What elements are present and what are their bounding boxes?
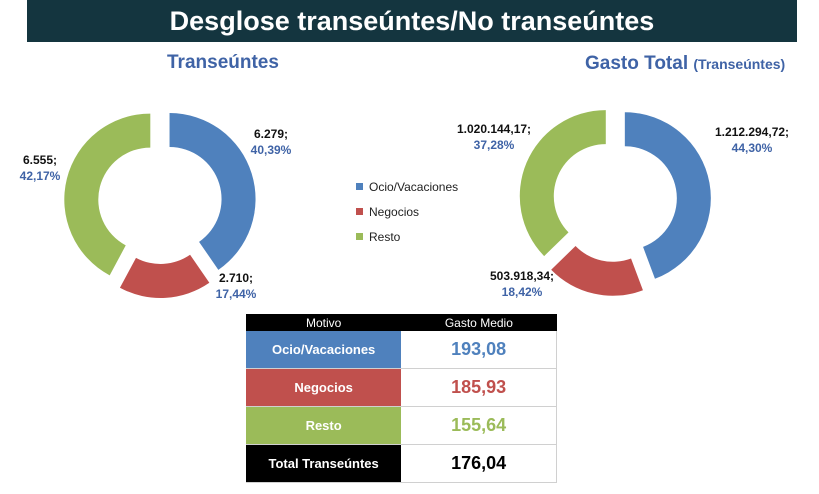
legend-swatch-ocio bbox=[356, 183, 363, 190]
right-chart-title-sub: (Transeúntes) bbox=[693, 56, 786, 72]
legend-item-resto: Resto bbox=[356, 224, 458, 249]
legend: Ocio/Vacaciones Negocios Resto bbox=[356, 174, 458, 249]
header-banner: Desglose transeúntes/No transeúntes bbox=[27, 0, 797, 42]
slice-percent-label: 40,39% bbox=[251, 143, 292, 157]
slice-percent-label: 42,17% bbox=[20, 169, 61, 183]
left-chart-title: Transeúntes bbox=[167, 52, 279, 73]
column-header-gasto-medio: Gasto Medio bbox=[401, 314, 557, 331]
slice-value-label: 2.710; bbox=[219, 271, 253, 285]
table-row: Resto 155,64 bbox=[246, 406, 558, 445]
table-cell-motivo: Total Transeúntes bbox=[246, 444, 402, 483]
table-cell-gasto: 185,93 bbox=[401, 368, 558, 407]
slice-value-label: 1.212.294,72; bbox=[715, 125, 789, 139]
slice-value-label: 6.279; bbox=[254, 127, 288, 141]
slice-value-label: 6.555; bbox=[23, 153, 57, 167]
legend-label-resto: Resto bbox=[369, 229, 401, 244]
slice-percent-label: 18,42% bbox=[502, 285, 543, 299]
table-row: Ocio/Vacaciones 193,08 bbox=[246, 331, 558, 369]
slice-value-label: 503.918,34; bbox=[490, 269, 554, 283]
donut-slice-negocios bbox=[119, 254, 210, 298]
page-title: Desglose transeúntes/No transeúntes bbox=[169, 5, 655, 36]
slice-percent-label: 37,28% bbox=[474, 138, 515, 152]
column-header-motivo: Motivo bbox=[246, 314, 402, 331]
table-cell-gasto: 155,64 bbox=[401, 406, 558, 445]
right-chart-title: Gasto Total (Transeúntes) bbox=[585, 53, 785, 75]
slice-value-label: 1.020.144,17; bbox=[457, 122, 531, 136]
table-cell-gasto: 176,04 bbox=[401, 444, 558, 483]
legend-swatch-resto bbox=[356, 233, 363, 240]
donut-slice-ocio-vacaciones bbox=[169, 113, 256, 270]
slice-percent-label: 44,30% bbox=[732, 141, 773, 155]
legend-label-ocio: Ocio/Vacaciones bbox=[369, 179, 459, 194]
gasto-medio-table: Motivo Gasto Medio Ocio/Vacaciones 193,0… bbox=[246, 314, 558, 483]
slice-percent-label: 17,44% bbox=[216, 287, 257, 301]
legend-item-negocios: Negocios bbox=[356, 199, 458, 224]
table-cell-motivo: Ocio/Vacaciones bbox=[246, 331, 402, 369]
legend-label-negocios: Negocios bbox=[369, 204, 420, 219]
table-cell-gasto: 193,08 bbox=[401, 331, 558, 369]
table-cell-motivo: Negocios bbox=[246, 368, 402, 407]
right-chart-title-main: Gasto Total bbox=[585, 53, 689, 74]
table-row-total: Total Transeúntes 176,04 bbox=[246, 444, 558, 483]
donut-slice-resto bbox=[519, 110, 606, 257]
legend-swatch-negocios bbox=[356, 208, 363, 215]
donut-slice-negocios bbox=[551, 246, 643, 296]
table-header-row: Motivo Gasto Medio bbox=[246, 314, 557, 331]
donut-slice-resto bbox=[64, 113, 151, 276]
legend-item-ocio: Ocio/Vacaciones bbox=[356, 174, 458, 199]
donut-slice-ocio-vacaciones bbox=[624, 112, 711, 279]
table-cell-motivo: Resto bbox=[246, 406, 402, 445]
table-row: Negocios 185,93 bbox=[246, 368, 558, 407]
